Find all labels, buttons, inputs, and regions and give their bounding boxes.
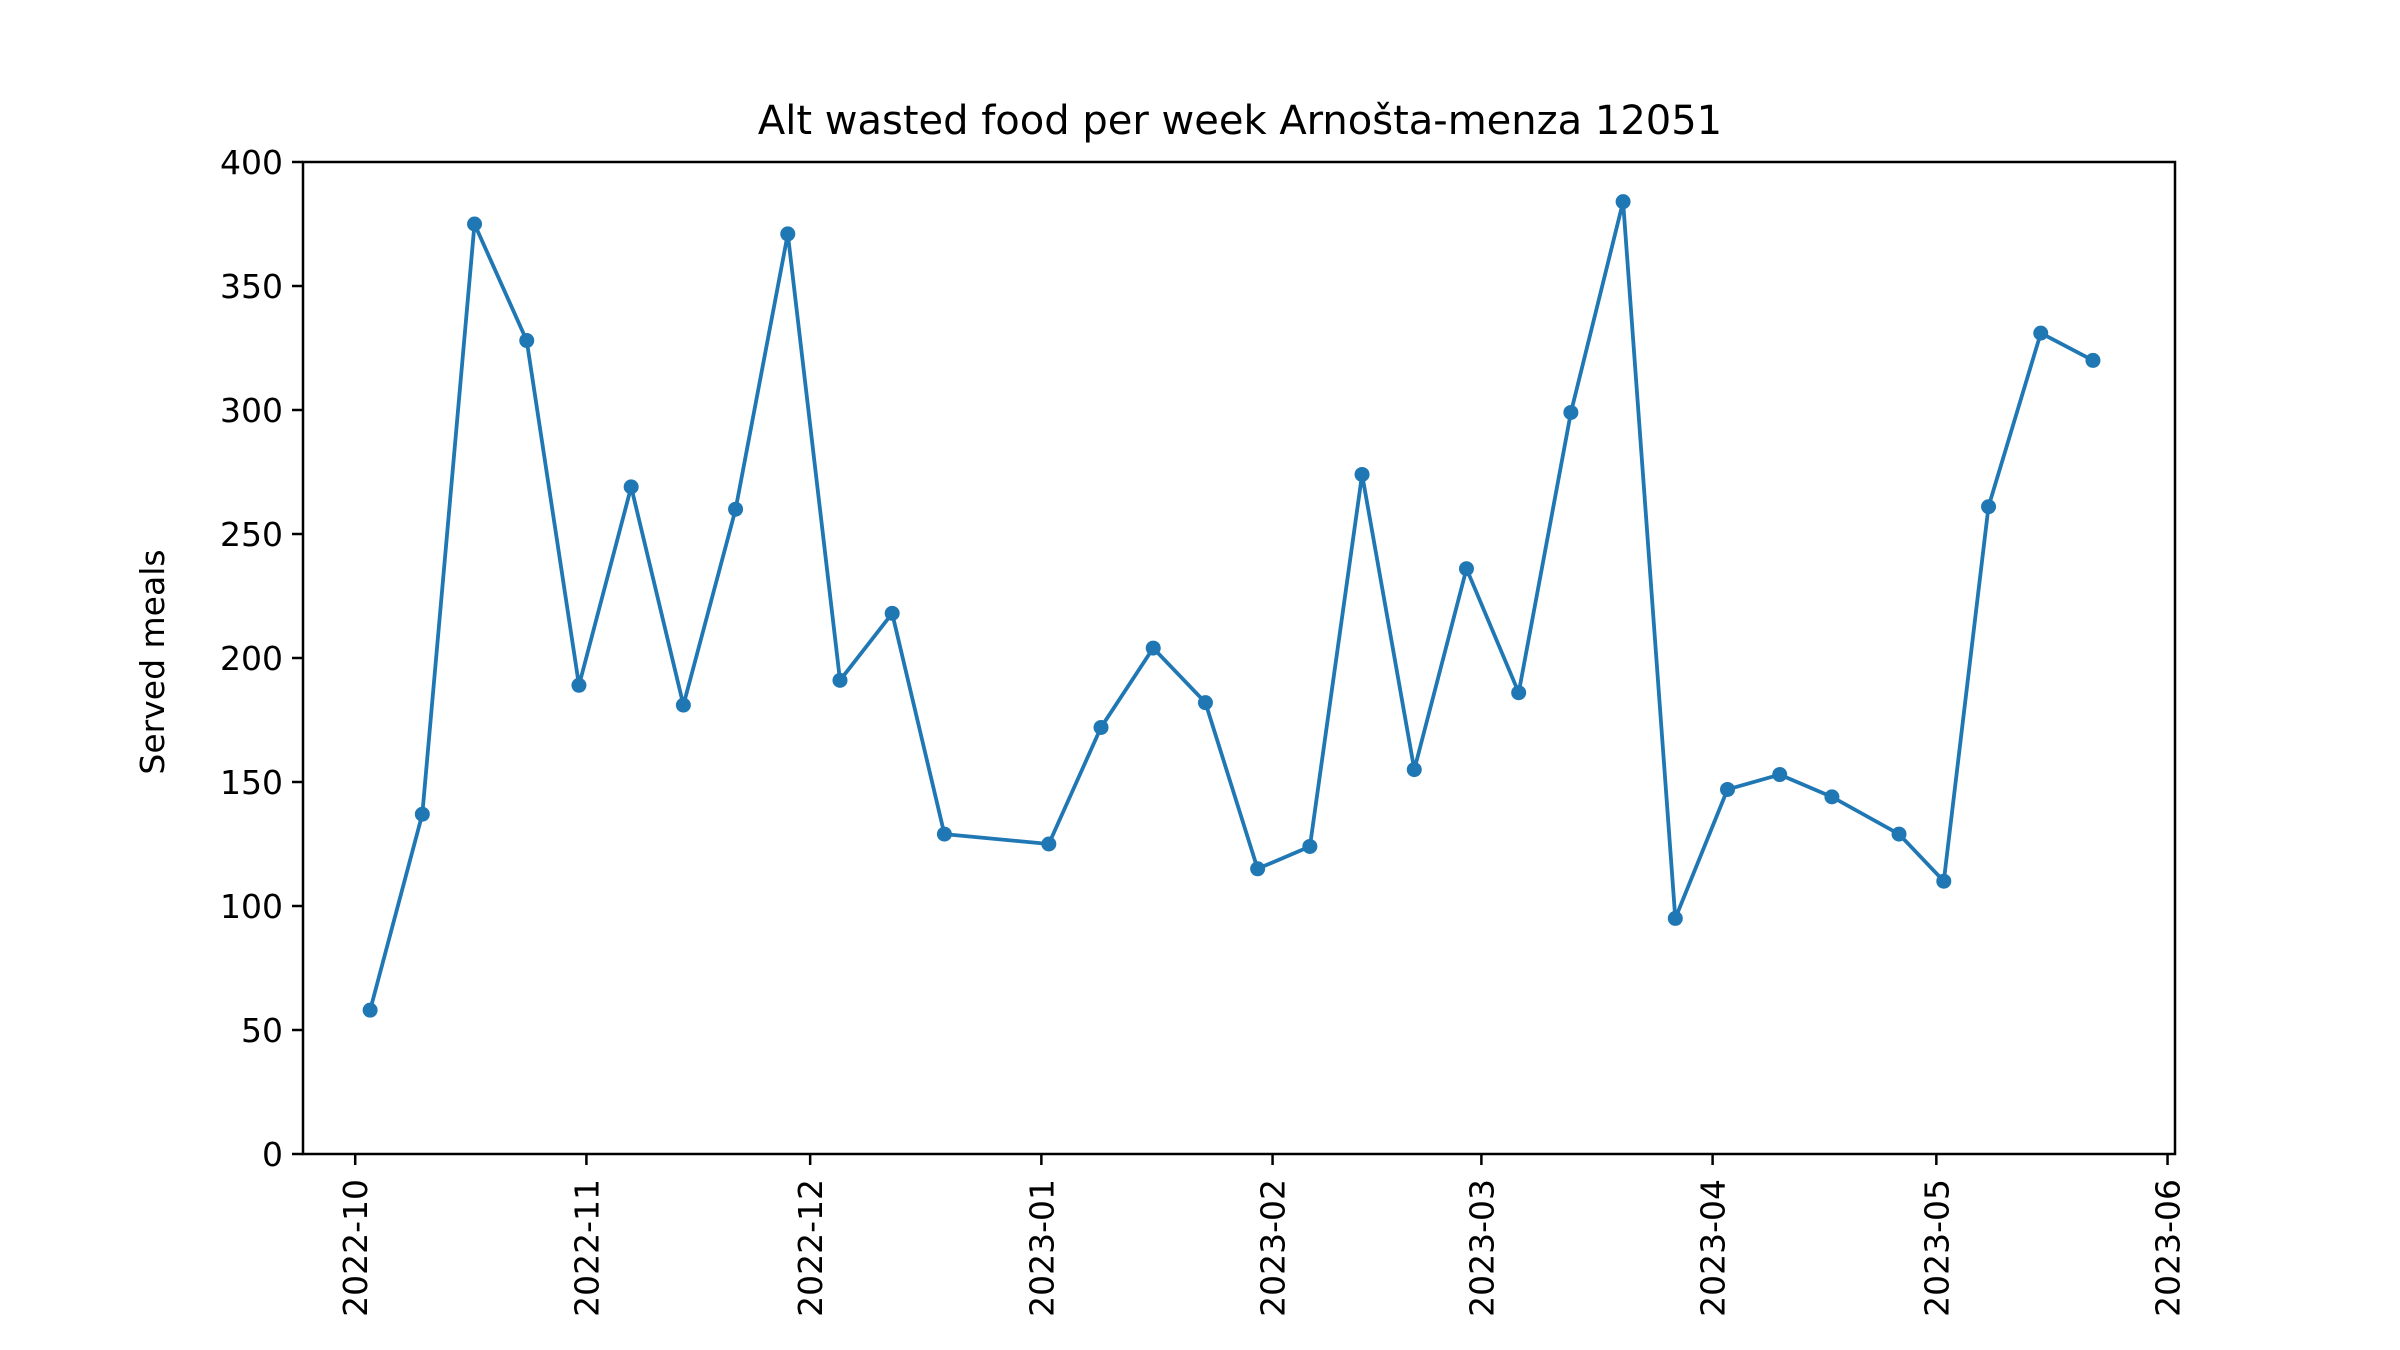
x-tick-label: 2022-10: [336, 1179, 375, 1317]
data-point: [1406, 762, 1422, 778]
y-tick-label: 100: [220, 887, 283, 926]
data-point: [1458, 561, 1474, 577]
data-point: [1667, 910, 1683, 926]
data-point: [1772, 767, 1788, 783]
data-point: [519, 333, 535, 349]
data-point: [1511, 685, 1527, 701]
chart-title: Alt wasted food per week Arnošta-menza 1…: [758, 98, 1722, 144]
y-tick-label: 350: [220, 267, 283, 306]
series-line: [368, 199, 2094, 1011]
data-point: [1197, 695, 1213, 711]
data-point: [1981, 499, 1997, 515]
y-axis: 0 50 100 150 200 250 300 350 400: [220, 143, 303, 1174]
x-tick-label: 2023-04: [1694, 1179, 1733, 1317]
data-point: [2085, 352, 2101, 368]
y-tick-label: 300: [220, 391, 283, 430]
data-point: [1250, 861, 1266, 877]
y-tick-label: 50: [241, 1011, 283, 1050]
x-tick-label: 2023-01: [1022, 1179, 1061, 1317]
data-point: [1093, 719, 1109, 735]
data-point: [1936, 873, 1952, 889]
data-point: [936, 826, 952, 842]
data-point: [571, 677, 587, 693]
data-point: [467, 216, 483, 232]
data-point: [362, 1002, 378, 1018]
x-tick-label: 2023-06: [2149, 1179, 2188, 1317]
data-point: [728, 501, 744, 517]
x-tick-label: 2022-11: [567, 1179, 606, 1317]
x-axis: 2022-10 2022-11 2022-12 2023-01 2023-02 2023-…: [336, 1154, 2188, 1317]
y-axis-label: Served meals: [133, 549, 172, 774]
data-point: [780, 226, 796, 242]
data-point: [1041, 836, 1057, 852]
x-tick-label: 2023-03: [1462, 1179, 1501, 1317]
data-point: [675, 697, 691, 713]
series-group: [362, 194, 2101, 1018]
x-tick-label: 2022-12: [791, 1179, 830, 1317]
data-point: [1615, 194, 1631, 210]
x-tick-label: 2023-05: [1917, 1179, 1956, 1317]
y-tick-label: 150: [220, 763, 283, 802]
data-point: [832, 672, 848, 688]
y-tick-label: 200: [220, 639, 283, 678]
data-point: [623, 479, 639, 495]
plot-frame: [301, 160, 2177, 1156]
data-point: [1354, 466, 1370, 482]
data-point: [1824, 789, 1840, 805]
data-point: [414, 806, 430, 822]
data-point: [1563, 404, 1579, 420]
data-point: [884, 605, 900, 621]
data-point: [1720, 781, 1736, 797]
y-tick-label: 400: [220, 143, 283, 182]
data-point: [2033, 325, 2049, 341]
y-tick-label: 250: [220, 515, 283, 554]
x-tick-label: 2023-02: [1254, 1179, 1293, 1317]
data-point: [1145, 640, 1161, 656]
y-tick-label: 0: [262, 1135, 283, 1174]
data-point: [1302, 838, 1318, 854]
data-point: [1891, 826, 1907, 842]
